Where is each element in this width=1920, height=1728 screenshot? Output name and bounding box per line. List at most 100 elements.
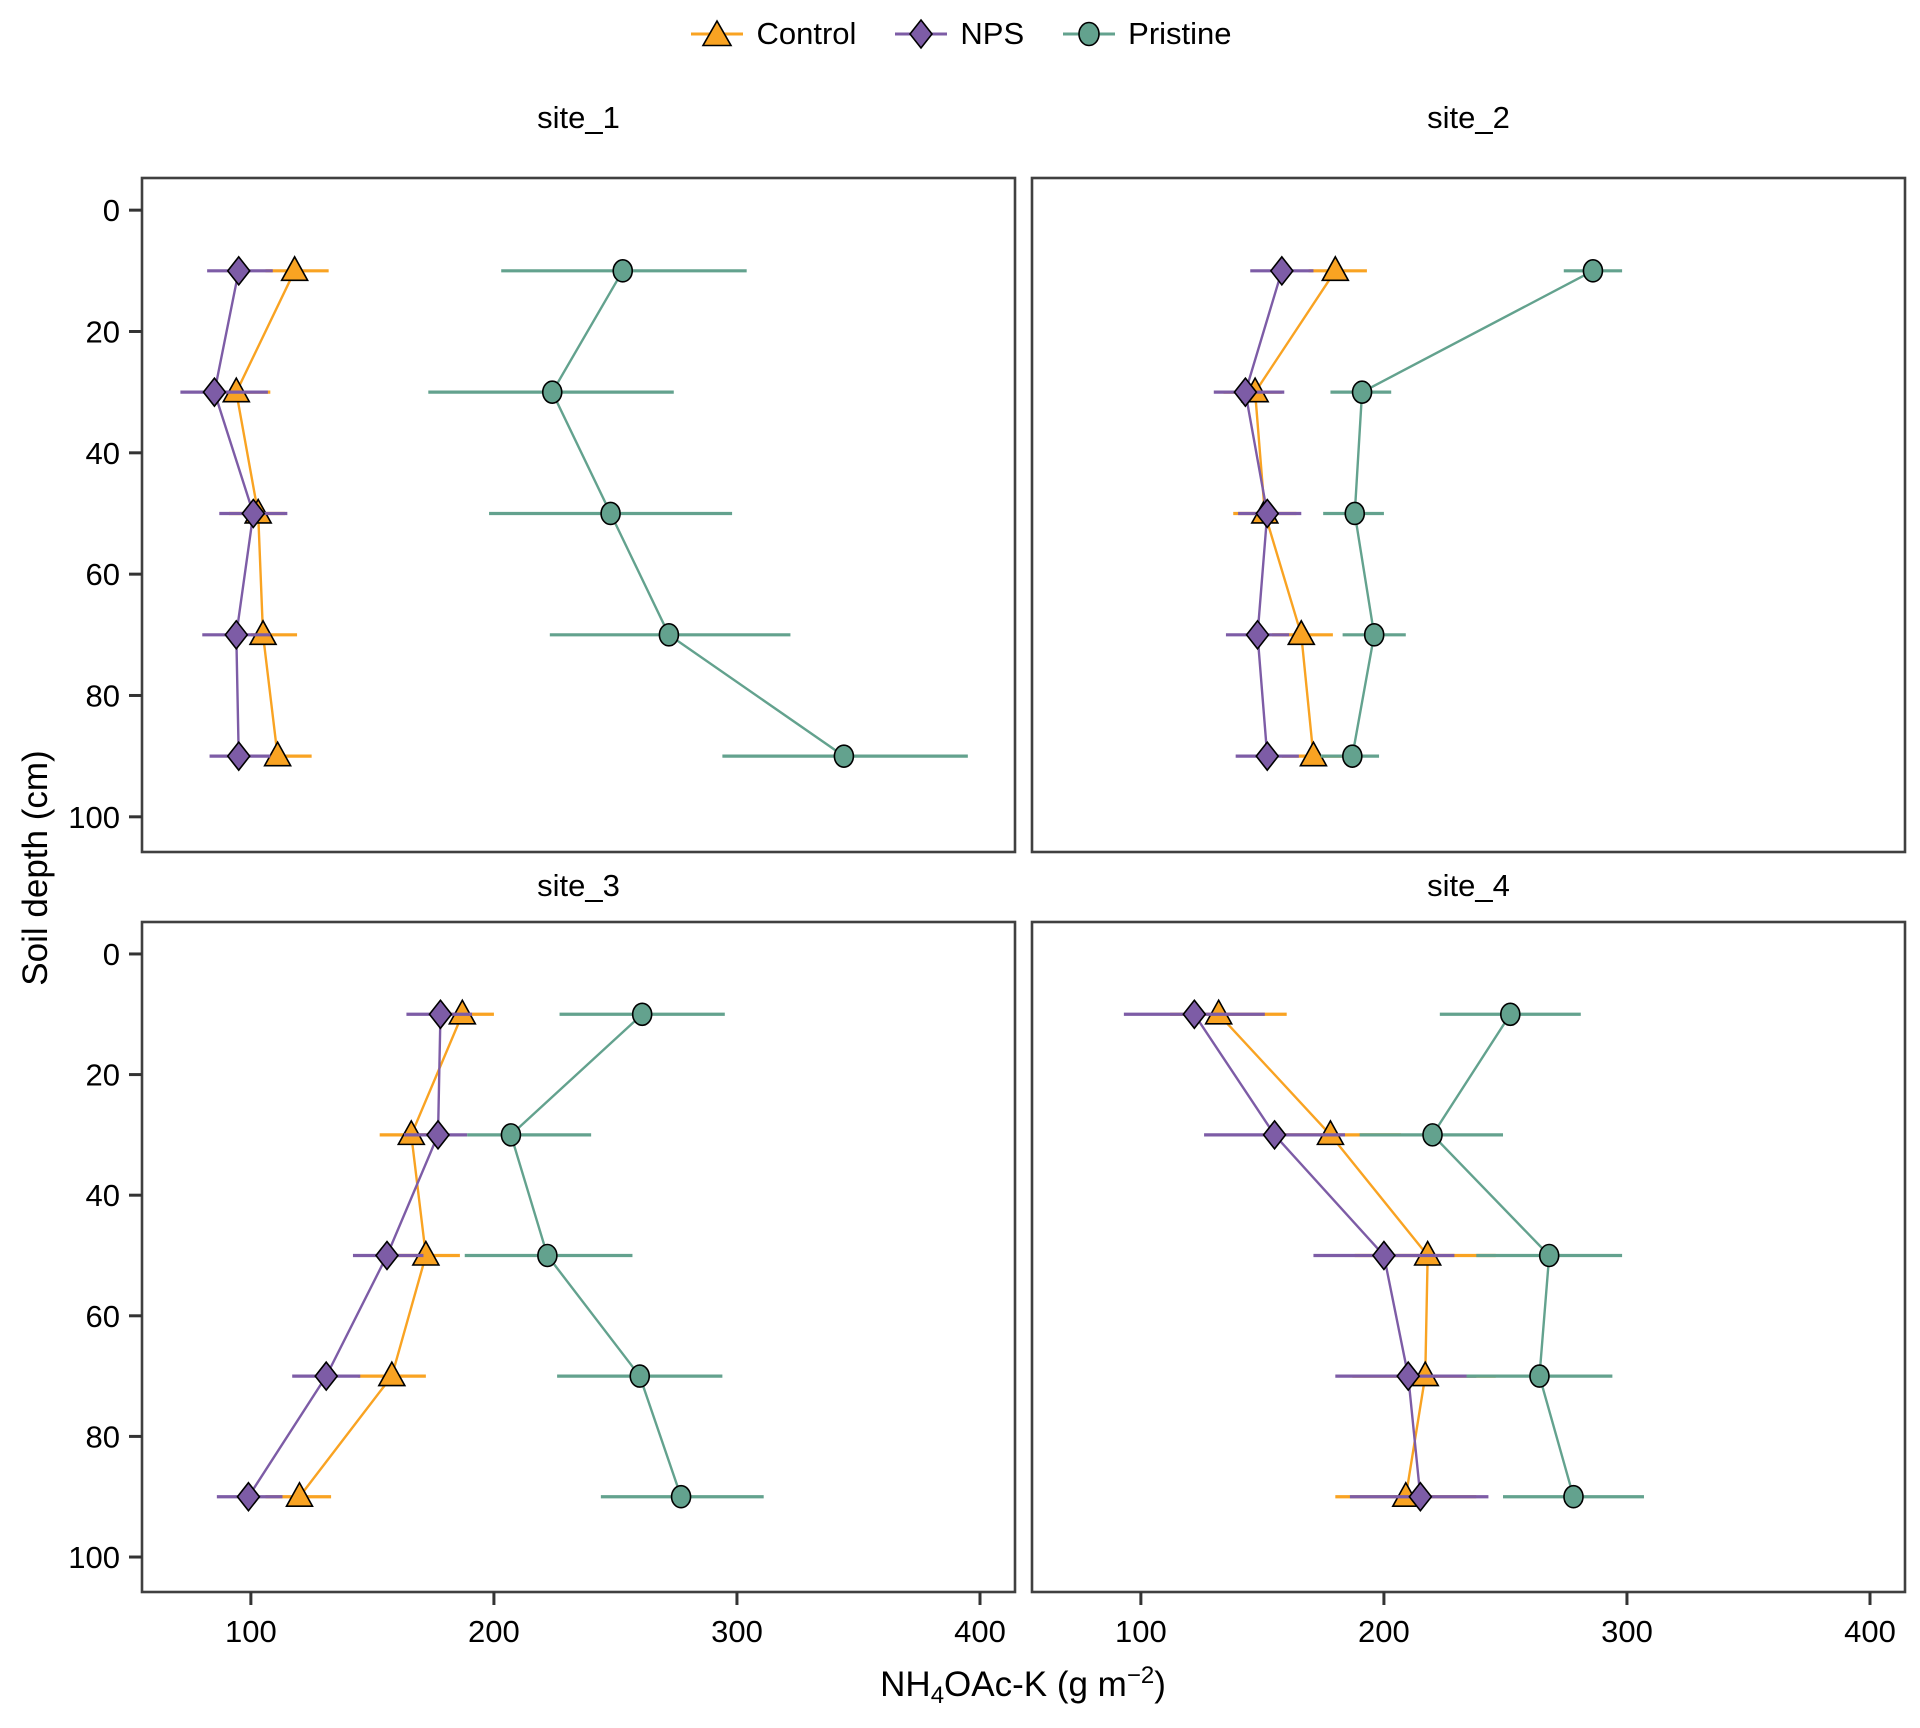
nps-marker <box>374 1240 400 1271</box>
pristine-marker <box>670 1484 692 1509</box>
pristine-marker <box>537 1243 558 1268</box>
legend-item-nps: NPS <box>892 16 1024 52</box>
legend-item-control: Control <box>688 16 856 52</box>
x-tick-label: 300 <box>711 1614 763 1649</box>
nps-marker <box>202 376 227 408</box>
nps-marker <box>236 1481 261 1513</box>
y-axis-title: Soil depth (cm) <box>16 750 55 986</box>
y-tick-label: 100 <box>68 1540 120 1575</box>
y-tick-label: 100 <box>68 800 120 835</box>
x-tick-label: 100 <box>225 1614 277 1649</box>
nps-marker <box>1262 1119 1287 1151</box>
control-marker <box>1286 619 1316 646</box>
control-marker <box>280 255 309 282</box>
pristine-marker <box>500 1123 522 1147</box>
x-axis-title-part1: NH <box>880 1665 931 1704</box>
nps-pointrange-icon <box>895 18 948 50</box>
pristine-marker <box>1351 380 1373 404</box>
x-axis-title-subscript: 4 <box>930 1682 945 1709</box>
pristine-marker <box>1538 1243 1560 1268</box>
control-marker <box>396 1119 426 1146</box>
y-tick-label: 80 <box>86 678 120 713</box>
control-marker <box>263 740 292 767</box>
control-marker <box>411 1239 441 1266</box>
pristine-marker <box>658 623 680 647</box>
y-tick-label: 60 <box>86 557 120 592</box>
panel-border-site_1 <box>140 176 1017 854</box>
pristine-marker <box>600 501 621 526</box>
y-tick-label: 80 <box>86 1419 120 1454</box>
nps-marker <box>224 619 249 651</box>
pristine-marker <box>612 259 634 283</box>
control-marker <box>248 619 278 646</box>
y-tick-label: 20 <box>86 1058 120 1093</box>
pristine-marker <box>1529 1364 1550 1388</box>
facet-title-site-2: site_2 <box>1427 100 1510 135</box>
pristine-marker <box>1563 1484 1584 1509</box>
control-marker <box>221 376 251 403</box>
pristine-marker <box>833 744 855 768</box>
y-tick-label: 60 <box>86 1299 120 1334</box>
control-marker <box>1316 1119 1345 1146</box>
pristine-marker <box>1344 501 1366 526</box>
nps-marker <box>428 998 453 1030</box>
pristine-marker <box>1500 1002 1521 1027</box>
x-axis-title: NH4OAc-K (g m−2) <box>880 1662 1166 1710</box>
facet-title-site-1: site_1 <box>537 100 620 135</box>
nps-marker <box>1233 376 1258 408</box>
control-marker <box>447 998 477 1025</box>
panel-border-site_4 <box>1030 920 1907 1594</box>
pristine-marker <box>631 1002 653 1027</box>
pristine-marker <box>629 1364 651 1388</box>
x-tick-label: 400 <box>1844 1614 1896 1649</box>
control-marker <box>377 1360 407 1387</box>
pristine-line <box>1351 269 1594 757</box>
facet-title-site-3: site_3 <box>537 868 620 903</box>
x-axis-title-part2: OAc-K (g m <box>944 1665 1127 1704</box>
x-axis-title-superscript: −2 <box>1126 1662 1155 1689</box>
pristine-marker <box>1342 744 1363 768</box>
facet-title-site-4: site_4 <box>1427 868 1510 903</box>
control-marker <box>1320 255 1350 282</box>
legend: Control NPS Pristine <box>0 16 1920 52</box>
y-tick-label: 0 <box>103 937 120 972</box>
x-tick-label: 200 <box>1358 1614 1410 1649</box>
nps-marker <box>1396 1360 1421 1392</box>
legend-label-pristine: Pristine <box>1128 16 1232 51</box>
nps-marker <box>426 1119 451 1151</box>
legend-label-nps: NPS <box>960 16 1025 51</box>
nps-marker <box>1255 498 1280 529</box>
y-tick-label: 40 <box>86 436 120 471</box>
nps-marker <box>226 740 251 772</box>
control-marker <box>1413 1239 1443 1266</box>
pristine-marker <box>1363 623 1385 647</box>
x-axis-title-part3: ) <box>1154 1665 1166 1704</box>
y-tick-label: 0 <box>103 193 120 228</box>
panel-border-site_3 <box>140 920 1017 1594</box>
legend-item-pristine: Pristine <box>1060 16 1232 52</box>
y-tick-label: 20 <box>86 314 120 349</box>
x-tick-label: 300 <box>1601 1614 1653 1649</box>
nps-marker <box>1255 740 1280 772</box>
control-marker <box>1204 998 1234 1025</box>
pristine-pointrange-icon <box>1063 21 1116 47</box>
panel-border-site_2 <box>1030 176 1907 854</box>
control-marker <box>1410 1360 1440 1387</box>
x-tick-label: 400 <box>954 1614 1006 1649</box>
control-marker <box>285 1481 314 1508</box>
pristine-marker <box>541 380 563 404</box>
control-marker <box>1299 740 1328 767</box>
nps-marker <box>1182 998 1207 1030</box>
nps-marker <box>1371 1240 1396 1271</box>
pristine-marker <box>1582 259 1604 283</box>
nps-marker <box>1245 619 1270 651</box>
nps-marker <box>241 498 266 529</box>
legend-label-control: Control <box>756 16 857 51</box>
pristine-marker <box>1422 1123 1443 1147</box>
control-pointrange-icon <box>691 19 744 47</box>
nps-marker <box>1269 255 1294 287</box>
nps-marker <box>314 1360 339 1392</box>
nps-marker <box>1408 1481 1433 1513</box>
y-tick-label: 40 <box>86 1178 120 1213</box>
